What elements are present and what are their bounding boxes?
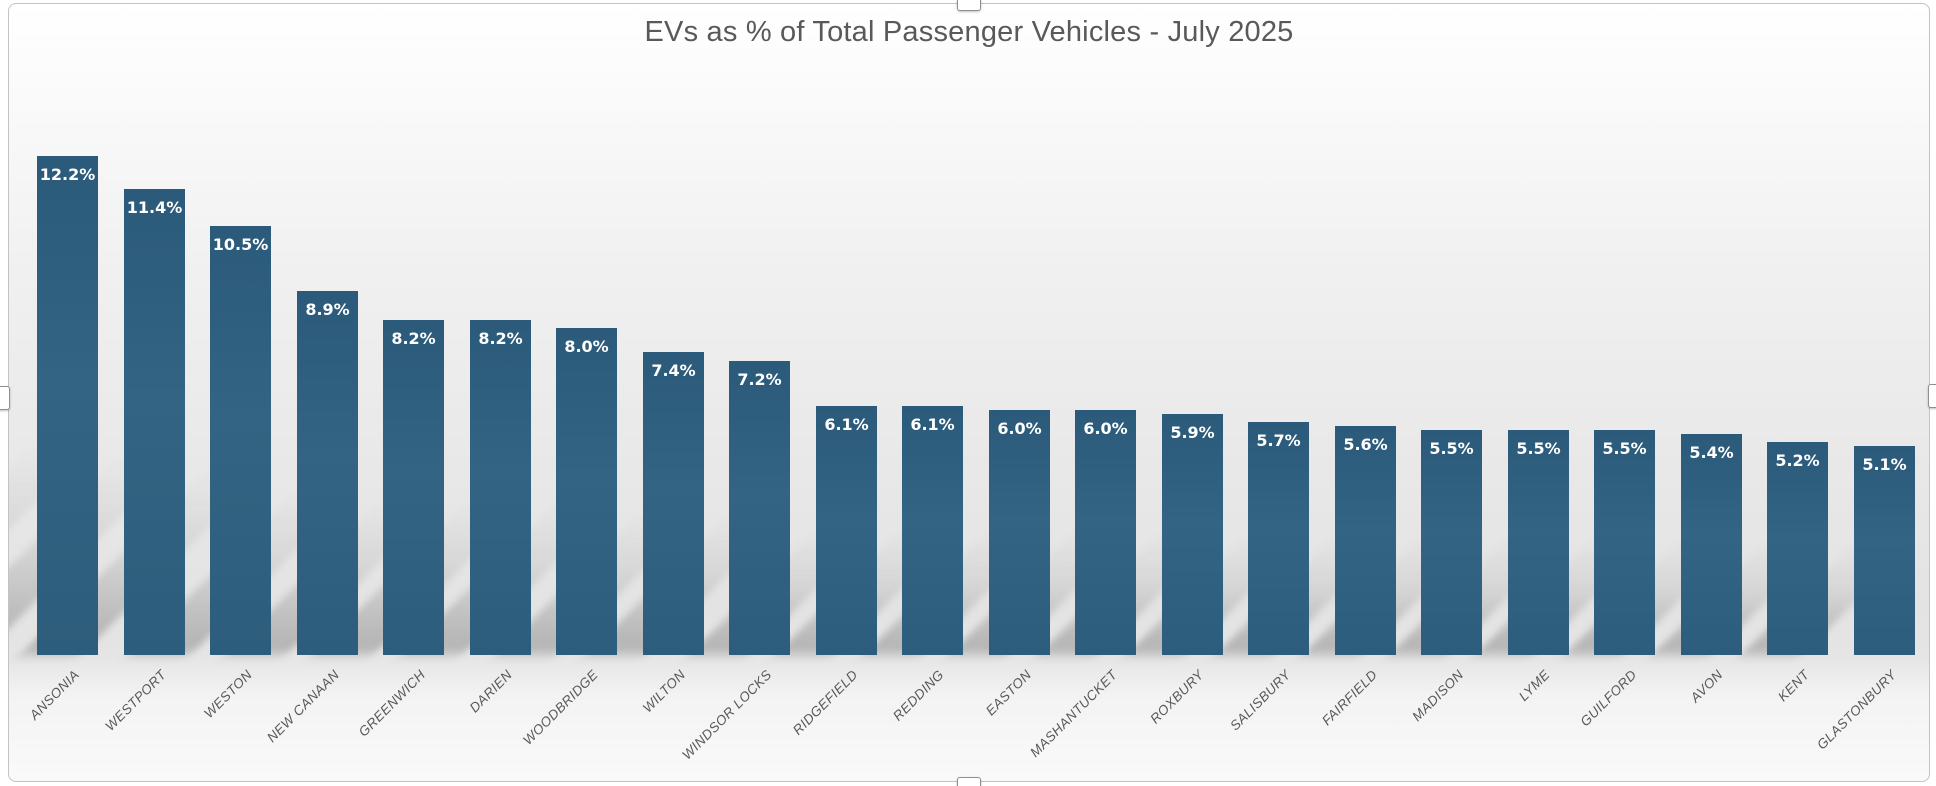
- x-axis-label: MADISON: [1408, 667, 1467, 725]
- x-axis-label: WESTPORT: [102, 667, 170, 734]
- bar-kent[interactable]: 5.2%: [1767, 442, 1828, 655]
- bar-value-label: 8.0%: [564, 337, 609, 356]
- x-axis-label: WILTON: [639, 667, 689, 716]
- bar-greenwich[interactable]: 8.2%: [383, 320, 444, 655]
- x-axis-label: WINDSOR LOCKS: [678, 667, 775, 763]
- bar-woodbridge[interactable]: 8.0%: [556, 328, 617, 655]
- plot-area: 12.2% 11.4% 10.5% 8.9% 8.2% 8.2% 8.0% 7.4% 7.2% 6…: [9, 4, 1929, 781]
- bar-redding[interactable]: 6.1%: [902, 406, 963, 655]
- bar-series-layer: 12.2% 11.4% 10.5% 8.9% 8.2% 8.2% 8.0% 7.4% 7.2% 6…: [9, 4, 1929, 781]
- x-axis-label: ANSONIA: [26, 667, 83, 723]
- bar-madison[interactable]: 5.5%: [1421, 430, 1482, 655]
- bar-ansonia[interactable]: 12.2%: [37, 156, 98, 655]
- bar-value-label: 6.1%: [824, 415, 869, 434]
- bar-value-label: 8.9%: [305, 300, 350, 319]
- bar-value-label: 5.5%: [1516, 439, 1561, 458]
- x-axis-label: LYME: [1516, 667, 1554, 704]
- x-axis-label: GREENWICH: [355, 667, 429, 740]
- bar-fairfield[interactable]: 5.6%: [1335, 426, 1396, 655]
- x-axis-label: WESTON: [201, 667, 256, 722]
- chart-title: EVs as % of Total Passenger Vehicles - J…: [644, 16, 1294, 48]
- bar-value-label: 12.2%: [39, 165, 96, 184]
- selection-handle-top[interactable]: [957, 0, 981, 11]
- x-axis-label: SALISBURY: [1226, 667, 1294, 734]
- x-axis-label: GUILFORD: [1576, 667, 1640, 730]
- bar-mashantucket[interactable]: 6.0%: [1075, 410, 1136, 655]
- x-axis-label: EASTON: [982, 667, 1035, 719]
- bar-lyme[interactable]: 5.5%: [1508, 430, 1569, 655]
- bar-value-label: 5.2%: [1775, 451, 1820, 470]
- bar-windsor-locks[interactable]: 7.2%: [729, 361, 790, 655]
- bar-value-label: 5.7%: [1256, 431, 1301, 450]
- x-axis-label: FAIRFIELD: [1318, 667, 1381, 729]
- bar-guilford[interactable]: 5.5%: [1594, 430, 1655, 655]
- x-axis-label: GLASTONBURY: [1813, 667, 1900, 753]
- chart-area[interactable]: EVs as % of Total Passenger Vehicles - J…: [8, 3, 1930, 782]
- bar-value-label: 8.2%: [478, 329, 523, 348]
- bar-glastonbury[interactable]: 5.1%: [1854, 446, 1915, 655]
- x-axis-label: REDDING: [890, 667, 948, 724]
- bar-value-label: 5.5%: [1429, 439, 1474, 458]
- x-axis-label: AVON: [1687, 667, 1727, 706]
- bar-wilton[interactable]: 7.4%: [643, 352, 704, 655]
- x-axis-label: NEW CANAAN: [263, 667, 343, 746]
- bar-value-label: 10.5%: [212, 235, 269, 254]
- bar-easton[interactable]: 6.0%: [989, 410, 1050, 655]
- selection-handle-bottom[interactable]: [957, 777, 981, 786]
- x-axis-label: KENT: [1774, 667, 1813, 705]
- bar-avon[interactable]: 5.4%: [1681, 434, 1742, 655]
- x-axis-label: RIDGEFIELD: [790, 667, 862, 738]
- bar-ridgefield[interactable]: 6.1%: [816, 406, 877, 655]
- bar-value-label: 7.4%: [651, 361, 696, 380]
- selection-handle-right[interactable]: [1928, 384, 1936, 408]
- bar-value-label: 11.4%: [126, 198, 183, 217]
- x-axis-label: DARIEN: [466, 667, 516, 716]
- selection-handle-left[interactable]: [0, 386, 10, 410]
- bar-value-label: 5.1%: [1862, 455, 1907, 474]
- bar-value-label: 5.4%: [1689, 443, 1734, 462]
- bar-salisbury[interactable]: 5.7%: [1248, 422, 1309, 655]
- bar-new-canaan[interactable]: 8.9%: [297, 291, 358, 655]
- bar-value-label: 8.2%: [391, 329, 436, 348]
- bar-value-label: 5.5%: [1602, 439, 1647, 458]
- x-axis-label: MASHANTUCKET: [1027, 667, 1121, 761]
- bar-westport[interactable]: 11.4%: [124, 189, 185, 655]
- bar-value-label: 7.2%: [737, 370, 782, 389]
- bar-value-label: 5.6%: [1343, 435, 1388, 454]
- x-axis-label-layer: ANSONIA WESTPORT WESTON NEW CANAAN GREENWICH…: [9, 4, 1929, 781]
- bar-roxbury[interactable]: 5.9%: [1162, 414, 1223, 655]
- bar-darien[interactable]: 8.2%: [470, 320, 531, 655]
- x-axis-label: WOODBRIDGE: [520, 667, 602, 748]
- bar-value-label: 6.0%: [997, 419, 1042, 438]
- bar-value-label: 6.0%: [1083, 419, 1128, 438]
- bar-value-label: 6.1%: [910, 415, 955, 434]
- x-axis-label: ROXBURY: [1147, 667, 1208, 727]
- bar-weston[interactable]: 10.5%: [210, 226, 271, 655]
- bar-value-label: 5.9%: [1170, 423, 1215, 442]
